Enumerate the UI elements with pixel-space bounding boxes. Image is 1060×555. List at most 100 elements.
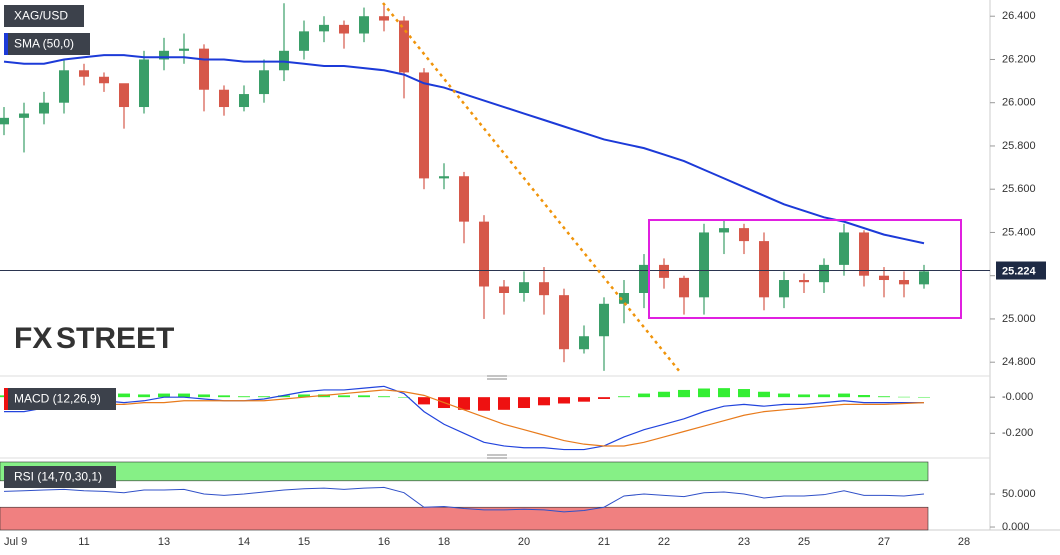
y-tick-label: -0.200 [1002, 427, 1033, 439]
histogram-bar [918, 396, 930, 398]
histogram-bar [218, 395, 230, 398]
histogram-bar [478, 397, 490, 411]
histogram-bar [258, 396, 270, 398]
y-tick-label: -0.000 [1002, 391, 1033, 403]
candle-body [659, 264, 669, 278]
x-tick-label: 16 [378, 536, 390, 548]
candle-body [319, 24, 329, 32]
oversold-band [0, 506, 929, 531]
indicator-line [3, 486, 925, 513]
legend-symbol[interactable]: XAG/USD [4, 5, 84, 27]
candle-body [779, 280, 789, 298]
candle-body [619, 292, 629, 304]
histogram-bar [518, 397, 530, 409]
y-tick-label: 25.000 [1002, 313, 1036, 325]
panel-handle[interactable] [487, 454, 507, 459]
candle-body [459, 176, 469, 222]
candle-body [479, 221, 489, 287]
x-tick-label: 22 [658, 536, 670, 548]
overbought-band [0, 461, 929, 482]
candle-body [339, 24, 349, 34]
y-tick-label: 24.800 [1002, 356, 1036, 368]
histogram-bar [398, 397, 410, 398]
histogram-bar [298, 394, 310, 398]
histogram-bar [838, 393, 850, 398]
candle-body [159, 50, 169, 60]
histogram-bar [718, 388, 730, 398]
label-stripe [4, 388, 8, 410]
histogram-bar [818, 394, 830, 398]
candle-body [559, 295, 569, 350]
histogram-bar [858, 395, 870, 398]
histogram-bar [198, 394, 210, 398]
histogram-bar [138, 394, 150, 398]
x-tick-label: 27 [878, 536, 890, 548]
x-tick-label: 14 [238, 536, 250, 548]
histogram-bar [698, 388, 710, 398]
x-tick-label: 23 [738, 536, 750, 548]
histogram-bar [878, 396, 890, 398]
histogram-bar [158, 393, 170, 398]
marks: 24.80025.00025.20025.40025.60025.80026.0… [0, 3, 1046, 548]
histogram-bar [798, 394, 810, 398]
watermark-street: STREET [56, 322, 174, 355]
histogram-bar [598, 397, 610, 399]
candle-body [879, 275, 889, 281]
histogram-bar [678, 389, 690, 398]
label-box [4, 388, 116, 410]
candle-body [39, 102, 49, 114]
histogram-bar [498, 397, 510, 410]
label-box [4, 466, 116, 488]
y-tick-label: 0.000 [1002, 521, 1030, 533]
candle-body [0, 117, 9, 125]
histogram-bar [558, 397, 570, 404]
candle-body [19, 113, 29, 118]
candle-body [99, 76, 109, 84]
label-box [4, 33, 90, 55]
panel-handle[interactable] [487, 375, 507, 380]
candle-body [59, 70, 69, 103]
x-tick-label: 21 [598, 536, 610, 548]
candle-body [499, 286, 509, 293]
histogram-bar [418, 397, 430, 405]
label-box [4, 5, 84, 27]
x-tick-label: 15 [298, 536, 310, 548]
candle-body [119, 83, 129, 108]
x-tick-label: 18 [438, 536, 450, 548]
candle-body [739, 228, 749, 242]
candle-body [519, 282, 529, 293]
candle-body [439, 176, 449, 179]
candle-body [579, 336, 589, 350]
candle-body [239, 94, 249, 108]
legend-rsi[interactable]: RSI (14,70,30,1) [4, 466, 116, 488]
y-tick-label: 25.800 [1002, 140, 1036, 152]
candle-body [79, 70, 89, 77]
histogram-bar [618, 396, 630, 398]
histogram-bar [638, 393, 650, 398]
y-tick-label: 50.000 [1002, 488, 1036, 500]
candle-body [299, 31, 309, 51]
candle-body [899, 280, 909, 285]
x-tick-label: 11 [78, 536, 89, 548]
watermark-fx: FX [14, 322, 52, 355]
candle-body [399, 20, 409, 73]
histogram-bar [338, 395, 350, 398]
candle-body [919, 271, 929, 285]
histogram-bar [538, 397, 550, 406]
x-tick-label: 13 [158, 536, 170, 548]
indicator-line [4, 385, 924, 451]
candle-body [819, 264, 829, 283]
legend-sma[interactable]: SMA (50,0) [4, 33, 90, 55]
label-stripe [4, 33, 8, 55]
candle-body [139, 59, 149, 108]
y-tick-label: 25.600 [1002, 183, 1036, 195]
candle-body [759, 241, 769, 298]
histogram-bar [358, 395, 370, 398]
legend-macd[interactable]: MACD (12,26,9) [4, 388, 116, 410]
candle-body [199, 48, 209, 90]
histogram-bar [898, 396, 910, 398]
x-tick-label: 25 [798, 536, 810, 548]
candle-body [179, 48, 189, 51]
macd-label: MACD (12,26,9) [14, 392, 101, 406]
